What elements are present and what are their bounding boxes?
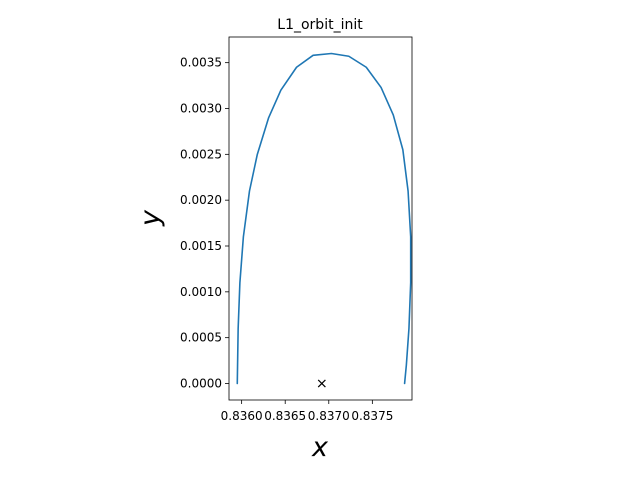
x-tick-label-0: 0.8360 xyxy=(221,409,263,423)
x-tick-label-3: 0.8375 xyxy=(351,409,393,423)
y-tick-label-4: 0.0020 xyxy=(180,193,222,207)
axes-frame xyxy=(228,36,413,401)
plot-area xyxy=(236,52,412,388)
x-axis-ticks: 0.8360 0.8365 0.8370 0.8375 xyxy=(221,400,393,423)
x-axis-label: x xyxy=(311,432,329,463)
y-tick-label-1: 0.0005 xyxy=(180,331,222,345)
chart-title: L1_orbit_init xyxy=(277,17,363,33)
y-tick-label-7: 0.0035 xyxy=(180,56,222,70)
orbit-series-line-0 xyxy=(236,52,412,385)
y-tick-label-6: 0.0030 xyxy=(180,102,222,116)
y-tick-label-0: 0.0000 xyxy=(180,377,222,391)
y-axis-label: y xyxy=(135,209,166,227)
y-tick-label-3: 0.0015 xyxy=(180,239,222,253)
x-tick-label-1: 0.8365 xyxy=(264,409,306,423)
y-axis-ticks: 0.0000 0.0005 0.0010 0.0015 0.0020 0.0025 0.00… xyxy=(180,56,229,391)
y-tick-label-5: 0.0025 xyxy=(180,147,222,161)
y-tick-label-2: 0.0010 xyxy=(180,285,222,299)
x-tick-label-2: 0.8370 xyxy=(308,409,350,423)
lagrange-point-marker-0 xyxy=(317,379,326,388)
